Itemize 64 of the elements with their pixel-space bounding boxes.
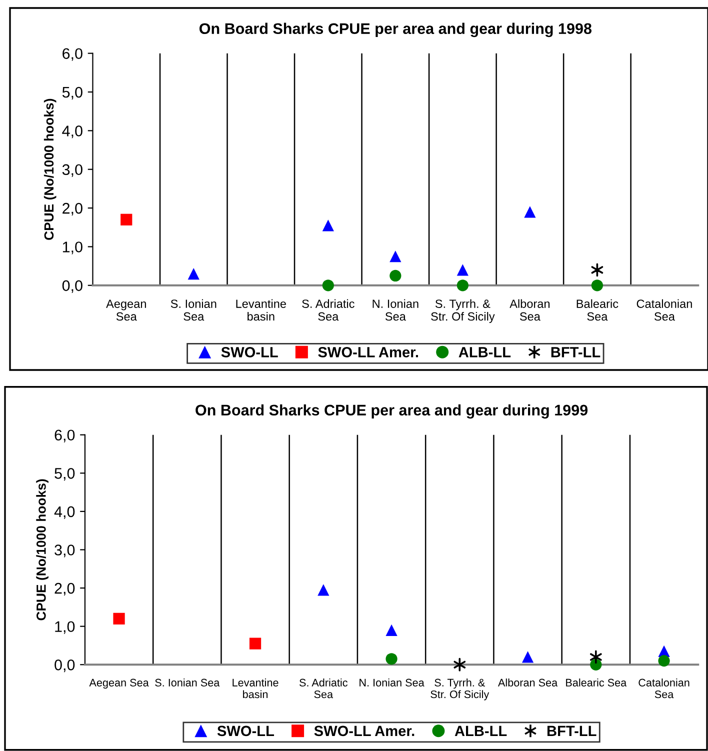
legend-label: ALB-LL [458, 347, 511, 358]
point [522, 651, 534, 663]
legend-label: SWO-LL Amer. [314, 726, 414, 736]
point [322, 220, 334, 232]
x-tick-label: Catalonian Sea [636, 299, 692, 321]
legend-label: ALB-LL [454, 726, 507, 736]
y-tick-label: 4,0 [62, 126, 82, 138]
point [456, 264, 468, 276]
y-tick-label: 2,0 [62, 202, 82, 216]
x-tick-label: Balearic Sea [566, 678, 627, 686]
chart-title: On Board Sharks CPUE per area and gear during 1999 [196, 404, 588, 419]
x-tick-label: Catalonian Sea [638, 678, 690, 698]
point [658, 654, 670, 667]
y-axis-title: CPUE (No/1000 hooks) [36, 479, 48, 620]
point [390, 250, 402, 262]
point [456, 280, 468, 292]
x-tick-label: Balearic Sea [576, 299, 618, 321]
x-tick-label: Levantine basin [236, 299, 286, 321]
y-tick-label: 1,0 [62, 242, 82, 254]
y-tick-label: 4,0 [54, 506, 75, 519]
y-tick-label: 6,0 [62, 48, 82, 61]
point [249, 638, 262, 650]
point [322, 280, 334, 292]
legend-label: BFT-LL [547, 726, 596, 736]
x-tick-label: Aegean Sea [89, 678, 149, 689]
y-tick-label: 3,0 [62, 164, 82, 177]
legend-label: SWO-LL [221, 347, 278, 358]
y-tick-label: 0,0 [54, 660, 75, 672]
y-axis-title: CPUE (No/1000 hooks) [44, 98, 56, 240]
y-tick-label: 1,0 [55, 621, 75, 634]
legend-label: SWO-LL [217, 726, 274, 736]
point [390, 270, 402, 282]
x-tick-label: N. Ionian Sea [360, 678, 424, 686]
x-tick-label: S. Tyrrh. & Str. Of Sicily [430, 678, 490, 700]
chart-title: On Board Sharks CPUE per area and gear during 1998 [200, 22, 592, 38]
point [188, 268, 200, 280]
y-tick-label: 0,0 [62, 280, 82, 293]
x-tick-label: N. Ionian Sea [372, 299, 418, 321]
point [113, 612, 125, 624]
point [318, 584, 330, 596]
point [524, 206, 536, 218]
y-tick-label: 5,0 [62, 86, 82, 100]
y-tick-label: 3,0 [54, 544, 75, 558]
x-tick-label: Alboran Sea [498, 678, 558, 686]
x-tick-label: Levantine basin [232, 678, 278, 698]
y-tick-label: 5,0 [54, 468, 75, 481]
point [120, 214, 132, 226]
point [454, 658, 466, 672]
point [386, 624, 398, 636]
x-tick-label: Alboran Sea [510, 299, 550, 321]
x-tick-label: S. Ionian Sea [155, 678, 220, 686]
point [590, 650, 602, 664]
x-tick-label: S. Adriatic Sea [300, 678, 348, 698]
y-tick-label: 6,0 [54, 430, 75, 442]
y-tick-label: 2,0 [54, 582, 75, 596]
x-tick-label: S. Ionian Sea [170, 299, 216, 321]
legend-label: SWO-LL Amer. [318, 347, 418, 358]
x-tick-label: S. Tyrrh. & Str. Of Sicily [431, 299, 495, 323]
x-tick-label: Aegean Sea [106, 300, 146, 321]
point [591, 280, 604, 292]
point [386, 653, 398, 665]
x-tick-label: S. Adriatic Sea [302, 299, 354, 321]
point [591, 263, 604, 277]
legend-label: BFT-LL [551, 347, 600, 358]
